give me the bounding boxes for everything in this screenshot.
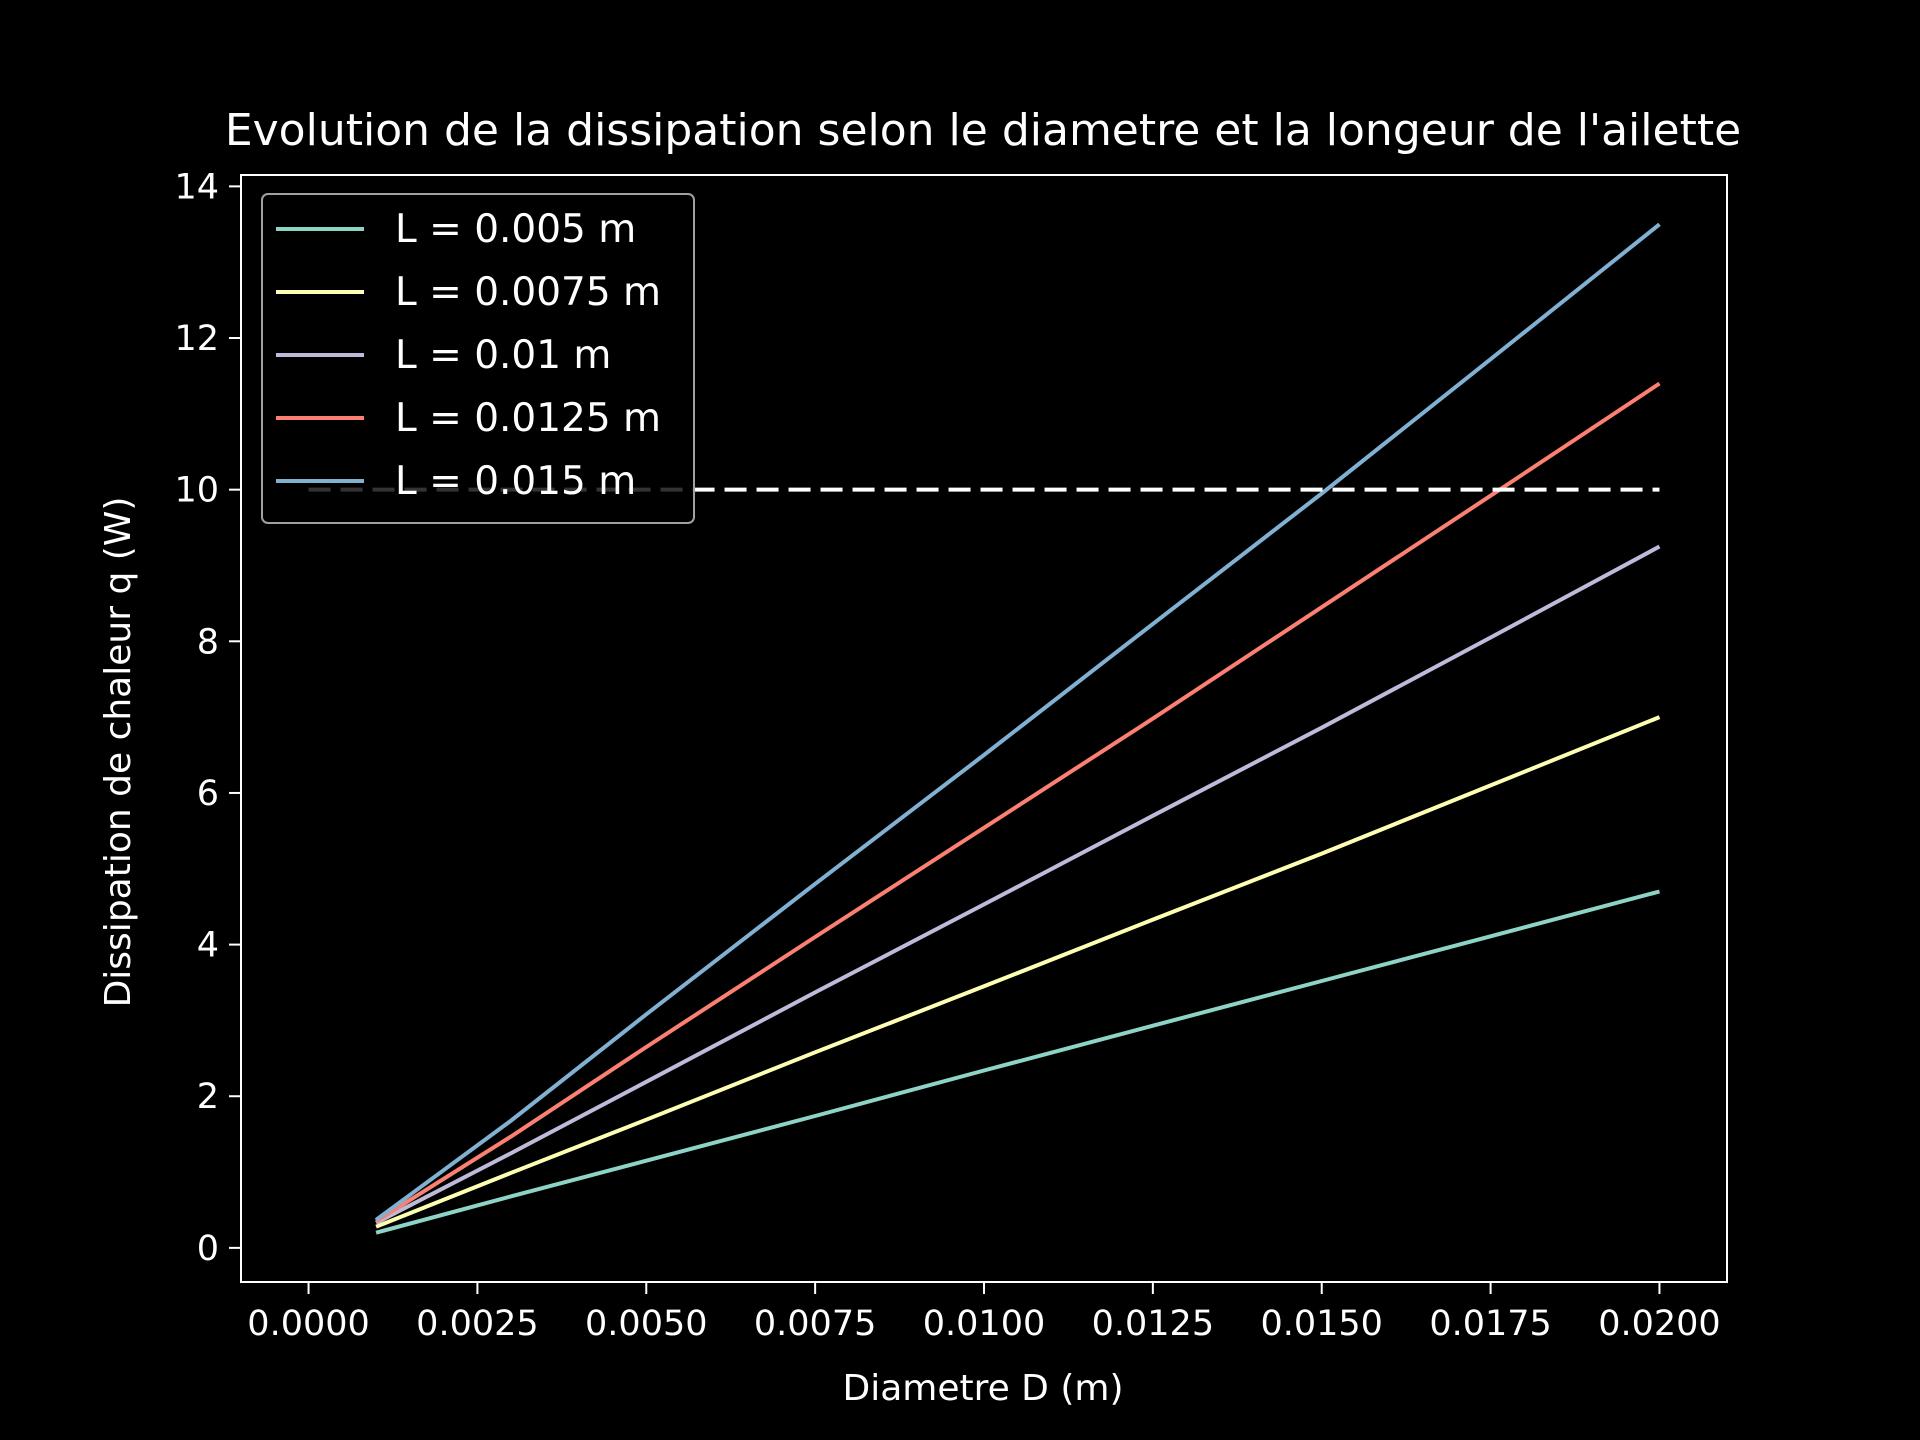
x-tick-label: 0.0175 [1429,1304,1551,1344]
y-tick-label: 4 [197,926,219,966]
y-tick-label: 12 [174,319,219,359]
y-tick-label: 8 [197,622,219,662]
x-tick-label: 0.0000 [247,1304,369,1344]
y-tick-label: 0 [197,1229,219,1269]
legend-box [261,193,695,524]
series-line [375,889,1661,1235]
x-tick-label: 0.0075 [754,1304,876,1344]
legend-entry-label: L = 0.0075 m [395,270,661,315]
y-axis-ticks: 0 2 4 6 8 10 12 14 [174,167,241,1269]
series-line [375,715,1661,1229]
series-line [374,222,1661,1222]
y-tick-label: 14 [174,167,219,207]
legend-entry-label: L = 0.0125 m [395,396,661,441]
chart-title: Evolution de la dissipation selon le dia… [225,105,1741,156]
x-tick-label: 0.0150 [1260,1304,1382,1344]
legend-entry-label: L = 0.015 m [395,459,636,504]
y-tick-label: 2 [197,1077,219,1117]
x-tick-label: 0.0200 [1598,1304,1720,1344]
series-line [375,381,1661,1223]
x-tick-label: 0.0100 [923,1304,1045,1344]
series-line [375,544,1661,1225]
x-axis-ticks: 0.0000 0.0025 0.0050 0.0075 0.0100 0.0125 0.01… [247,1282,1721,1344]
y-tick-label: 6 [197,774,219,814]
legend-entry-label: L = 0.01 m [395,333,611,378]
x-tick-label: 0.0050 [585,1304,707,1344]
legend-entry-label: L = 0.005 m [395,207,636,252]
y-tick-label: 10 [174,471,219,511]
y-axis-label: Dissipation de chaleur q (W) [98,497,139,1008]
x-tick-label: 0.0125 [1092,1304,1214,1344]
x-axis-label: Diametre D (m) [842,1368,1123,1409]
legend: L = 0.005 m L = 0.0075 m L = 0.01 m L = 0.0… [261,193,695,524]
x-tick-label: 0.0025 [416,1304,538,1344]
